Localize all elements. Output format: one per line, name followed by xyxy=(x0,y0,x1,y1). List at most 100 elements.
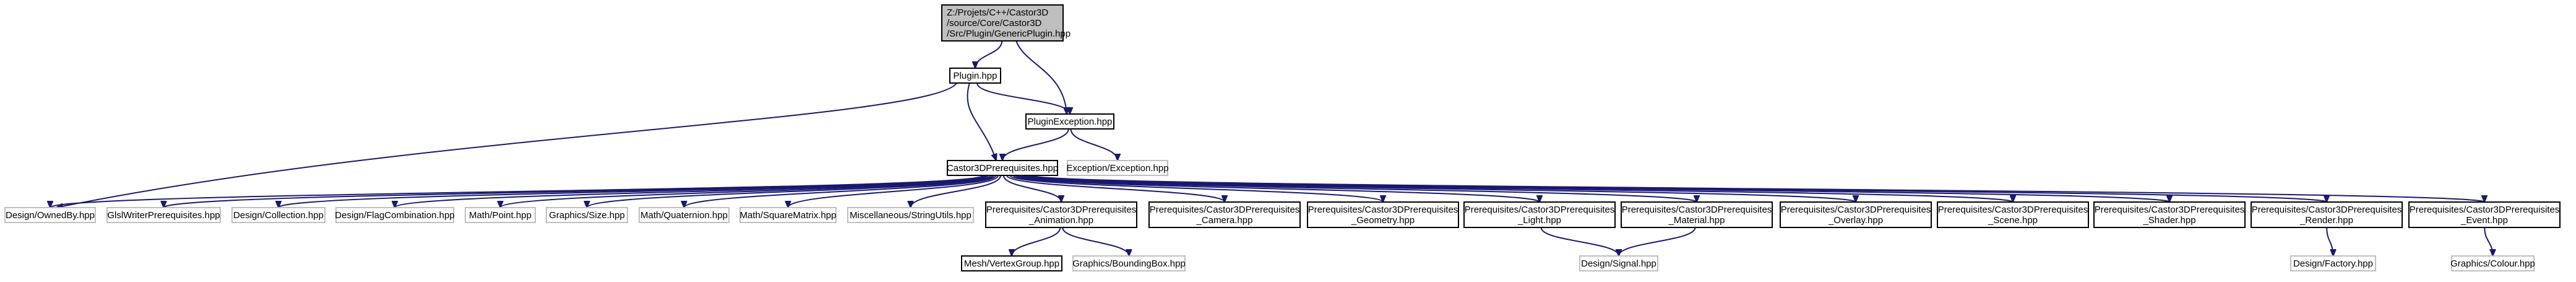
node-label: _Shader.hpp xyxy=(2142,215,2195,226)
edge-prereq-to-light xyxy=(1012,175,1540,202)
edge-prereq-to-geometry xyxy=(1009,175,1383,202)
node-label: Math/SquareMatrix.hpp xyxy=(740,210,837,221)
node-render[interactable]: Prerequisites/Castor3DPrerequisites_Rend… xyxy=(2251,201,2403,228)
node-box xyxy=(2290,255,2376,271)
node-point: Math/Point.hpp xyxy=(465,207,536,223)
node-label: Prerequisites/Castor3DPrerequisites xyxy=(986,205,1137,215)
node-label: Prerequisites/Castor3DPrerequisites xyxy=(1622,205,1772,215)
node-shader[interactable]: Prerequisites/Castor3DPrerequisites_Shad… xyxy=(2093,201,2246,228)
edge-prereq-to-squarematrix xyxy=(788,175,999,208)
node-box xyxy=(1621,201,1773,228)
node-label: Math/Quaternion.hpp xyxy=(640,210,728,221)
node-box xyxy=(847,207,974,223)
node-label: Prerequisites/Castor3DPrerequisites xyxy=(2252,205,2402,215)
node-box xyxy=(941,4,1064,42)
node-label: Design/OwnedBy.hpp xyxy=(6,210,95,221)
node-label: _Scene.hpp xyxy=(1988,215,2038,226)
node-label: Mesh/VertexGroup.hpp xyxy=(964,258,1059,269)
node-box xyxy=(465,207,536,223)
node-box xyxy=(639,207,730,223)
edge-pluginexc-to-exception xyxy=(1070,128,1118,161)
node-size: Graphics/Size.hpp xyxy=(546,207,628,223)
node-label: GlslWriterPrerequisites.hpp xyxy=(107,210,220,221)
node-scene[interactable]: Prerequisites/Castor3DPrerequisites_Scen… xyxy=(1937,201,2089,228)
edge-pluginexc-to-prereq xyxy=(1002,128,1069,161)
node-box xyxy=(335,207,454,223)
node-factory: Design/Factory.hpp xyxy=(2290,255,2376,271)
edge-plugin-to-ownedby xyxy=(56,82,957,208)
node-label: _Material.hpp xyxy=(1668,215,1725,226)
node-plugin[interactable]: Plugin.hpp xyxy=(949,68,1001,84)
node-label: _Render.hpp xyxy=(2299,215,2353,226)
node-exception: Exception/Exception.hpp xyxy=(1066,160,1169,176)
node-light[interactable]: Prerequisites/Castor3DPrerequisites_Ligh… xyxy=(1463,201,1616,228)
node-flagcomb: Design/FlagCombination.hpp xyxy=(335,207,455,223)
edge-prereq-to-stringutils xyxy=(911,175,1002,208)
node-collection: Design/Collection.hpp xyxy=(231,207,325,223)
dependency-edges xyxy=(50,40,2493,256)
node-label: Plugin.hpp xyxy=(954,71,997,81)
node-pluginexc[interactable]: PluginException.hpp xyxy=(1025,113,1114,130)
edge-prereq-to-flagcomb xyxy=(395,175,991,208)
edge-prereq-to-material xyxy=(1015,175,1697,202)
edge-root-to-plugin xyxy=(975,40,1003,68)
node-box xyxy=(106,207,221,223)
node-label: _Camera.hpp xyxy=(1196,215,1253,226)
node-box xyxy=(949,68,1001,84)
node-label: Graphics/BoundingBox.hpp xyxy=(1072,258,1186,269)
node-box xyxy=(2451,255,2535,271)
node-box xyxy=(1307,201,1459,228)
node-event[interactable]: Prerequisites/Castor3DPrerequisites_Even… xyxy=(2408,201,2561,228)
node-label: Prerequisites/Castor3DPrerequisites xyxy=(1465,205,1615,215)
node-overlay[interactable]: Prerequisites/Castor3DPrerequisites_Over… xyxy=(1780,201,1932,228)
node-box xyxy=(546,207,628,223)
node-label: _Event.hpp xyxy=(2460,215,2508,226)
node-box xyxy=(2408,201,2561,228)
node-label: Prerequisites/Castor3DPrerequisites xyxy=(1938,205,2088,215)
node-box xyxy=(2251,201,2403,228)
node-boundingbox: Graphics/BoundingBox.hpp xyxy=(1072,255,1186,271)
edge-prereq-to-quaternion xyxy=(684,175,997,208)
node-label: _Geometry.hpp xyxy=(1351,215,1415,226)
node-label: /source/Core/Castor3D xyxy=(947,18,1042,29)
edge-prereq-to-event xyxy=(1031,175,2484,202)
node-box xyxy=(1937,201,2089,228)
node-material[interactable]: Prerequisites/Castor3DPrerequisites_Mate… xyxy=(1621,201,1773,228)
node-label: Prerequisites/Castor3DPrerequisites xyxy=(1150,205,1300,215)
node-signal: Design/Signal.hpp xyxy=(1579,255,1658,271)
node-label: Graphics/Size.hpp xyxy=(549,210,625,221)
node-box xyxy=(1072,255,1186,271)
edge-prereq-to-point xyxy=(501,175,993,208)
node-ownedby: Design/OwnedBy.hpp xyxy=(4,207,96,223)
node-box xyxy=(1025,113,1114,130)
node-box xyxy=(231,207,325,223)
node-prereq[interactable]: Castor3DPrerequisites.hpp xyxy=(947,160,1058,176)
node-animation[interactable]: Prerequisites/Castor3DPrerequisites_Anim… xyxy=(985,201,1137,228)
node-label: Prerequisites/Castor3DPrerequisites xyxy=(1308,205,1458,215)
edge-animation-to-boundingbox xyxy=(1062,227,1129,256)
node-geometry[interactable]: Prerequisites/Castor3DPrerequisites_Geom… xyxy=(1307,201,1459,228)
node-vertexgroup[interactable]: Mesh/VertexGroup.hpp xyxy=(961,255,1062,271)
node-box xyxy=(947,160,1058,176)
node-label: Math/Point.hpp xyxy=(469,210,532,221)
edge-animation-to-vertexgroup xyxy=(1012,227,1061,256)
node-label: Prerequisites/Castor3DPrerequisites xyxy=(2095,205,2245,215)
node-label: Design/Factory.hpp xyxy=(2293,258,2373,269)
node-label: Prerequisites/Castor3DPrerequisites xyxy=(1781,205,1931,215)
node-root[interactable]: Z:/Projets/C++/Castor3D/source/Core/Cast… xyxy=(941,4,1070,42)
edge-root-to-pluginexc xyxy=(1015,40,1067,114)
node-box xyxy=(1463,201,1616,228)
node-box xyxy=(985,201,1137,228)
node-label: Design/Signal.hpp xyxy=(1581,258,1656,269)
node-colour: Graphics/Colour.hpp xyxy=(2450,255,2535,271)
node-stringutils: Miscellaneous/StringUtils.hpp xyxy=(847,207,974,223)
node-box xyxy=(1579,255,1658,271)
node-label: Design/FlagCombination.hpp xyxy=(335,210,454,221)
edge-render-to-factory xyxy=(2326,227,2333,256)
node-label: Prerequisites/Castor3DPrerequisites xyxy=(2410,205,2560,215)
node-camera[interactable]: Prerequisites/Castor3DPrerequisites_Came… xyxy=(1148,201,1301,228)
edge-plugin-to-pluginexc xyxy=(976,82,1070,114)
edge-plugin-to-prereq xyxy=(967,82,996,161)
node-label: Exception/Exception.hpp xyxy=(1066,163,1168,174)
node-label: Design/Collection.hpp xyxy=(233,210,324,221)
